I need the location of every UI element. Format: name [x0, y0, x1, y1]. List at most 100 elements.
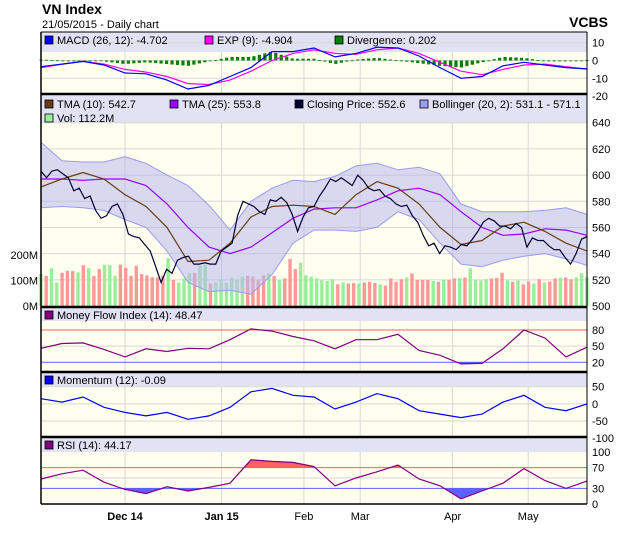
- volume-bar: [235, 279, 239, 306]
- volume-bar: [81, 265, 86, 306]
- divergence-bar: [143, 60, 147, 63]
- legend-swatch: [44, 35, 54, 45]
- divergence-bar: [50, 60, 54, 61]
- divergence-bar: [367, 58, 371, 61]
- divergence-bar: [432, 60, 436, 66]
- volume-bar: [330, 279, 335, 306]
- volume-bar: [558, 277, 563, 306]
- volume-bar: [532, 283, 536, 306]
- volume-tick-label: 200M: [10, 250, 38, 262]
- divergence-bar: [132, 60, 136, 64]
- divergence-bar: [159, 60, 163, 64]
- divergence-bar: [94, 60, 98, 62]
- legend-label: Money Flow Index (14): 48.47: [57, 310, 203, 322]
- divergence-bar: [416, 60, 420, 64]
- divergence-bar: [339, 60, 343, 63]
- divergence-bar: [394, 60, 398, 62]
- legend-swatch: [204, 35, 214, 45]
- volume-bar: [230, 277, 234, 306]
- divergence-bar: [88, 60, 92, 62]
- divergence-bar: [388, 59, 393, 61]
- macd-legend-band: [41, 32, 587, 52]
- divergence-bar: [306, 58, 311, 61]
- volume-bar: [298, 262, 303, 306]
- momentum-legend-band: [41, 373, 587, 386]
- bollinger-lower-line: [40, 205, 588, 295]
- volume-bar: [161, 275, 165, 306]
- rsi-tick-label: 100: [592, 447, 610, 459]
- divergence-bar: [230, 56, 234, 61]
- rsi-legend-band: [41, 438, 587, 452]
- divergence-bar: [225, 57, 229, 61]
- volume-bar: [457, 277, 462, 306]
- divergence-bar: [175, 60, 180, 65]
- volume-bar: [145, 275, 149, 306]
- mfi-tick-label: 20: [592, 357, 604, 369]
- volume-bar: [224, 282, 229, 306]
- volume-bar: [92, 275, 96, 306]
- volume-bar: [516, 280, 520, 306]
- chart-title: VN Index: [42, 1, 102, 17]
- divergence-bar: [126, 60, 130, 64]
- divergence-bar: [110, 60, 114, 63]
- volume-bar: [208, 283, 213, 306]
- volume-bar: [76, 272, 80, 306]
- divergence-bar: [519, 57, 524, 61]
- volume-bar: [362, 282, 366, 306]
- divergence-bar: [421, 60, 425, 64]
- mfi-tick-label: 50: [592, 341, 604, 353]
- volume-bar: [521, 284, 525, 306]
- mfi-legend-band: [41, 308, 587, 321]
- legend-swatch: [44, 375, 54, 385]
- volume-bar: [155, 277, 160, 306]
- legend-swatch: [44, 113, 54, 123]
- price-tick-label: 580: [592, 196, 610, 208]
- volume-bar: [150, 277, 154, 306]
- price-tick-label: 620: [592, 144, 610, 156]
- divergence-bar: [503, 57, 507, 61]
- divergence-bar: [514, 57, 518, 61]
- divergence-bar: [186, 60, 191, 66]
- volume-bar: [553, 278, 557, 306]
- volume-bar: [277, 279, 282, 306]
- divergence-bar: [170, 60, 174, 65]
- volume-bar: [569, 279, 573, 306]
- divergence-bar: [508, 57, 513, 61]
- volume-bar: [309, 276, 313, 306]
- volume-bar: [97, 269, 101, 306]
- tma25-line: [41, 178, 588, 255]
- x-tick-label: Apr: [444, 511, 461, 523]
- legend-label: Closing Price: 552.6: [307, 99, 405, 111]
- closing-price-line: [40, 169, 588, 285]
- divergence-bar: [410, 60, 414, 63]
- legend-label: TMA (10): 542.7: [57, 99, 136, 111]
- divergence-bar: [203, 60, 207, 63]
- volume-bar: [357, 283, 361, 306]
- volume-bar: [505, 280, 510, 306]
- divergence-bar: [574, 60, 578, 62]
- volume-bar: [479, 280, 483, 306]
- momentum-tick-label: -100: [592, 433, 614, 445]
- divergence-bar: [525, 58, 529, 61]
- volume-bar: [537, 279, 541, 306]
- volume-bar: [261, 275, 266, 306]
- divergence-bar: [301, 58, 305, 61]
- divergence-bar: [405, 60, 409, 62]
- divergence-bar: [547, 60, 551, 62]
- divergence-bar: [323, 60, 327, 62]
- x-tick-label: Mar: [351, 511, 370, 523]
- volume-bar: [463, 277, 467, 306]
- divergence-bar: [317, 60, 322, 61]
- price-tick-label: 640: [592, 118, 610, 130]
- volume-bar: [495, 277, 499, 306]
- rsi-tick-label: 0: [592, 499, 598, 511]
- divergence-bar: [437, 60, 442, 66]
- mfi-line: [40, 328, 588, 365]
- volume-bar: [383, 285, 388, 306]
- volume-bar: [510, 281, 515, 306]
- divergence-bar: [569, 60, 573, 62]
- divergence-bar: [361, 59, 365, 61]
- legend-swatch: [44, 99, 54, 109]
- exp-line: [40, 47, 588, 86]
